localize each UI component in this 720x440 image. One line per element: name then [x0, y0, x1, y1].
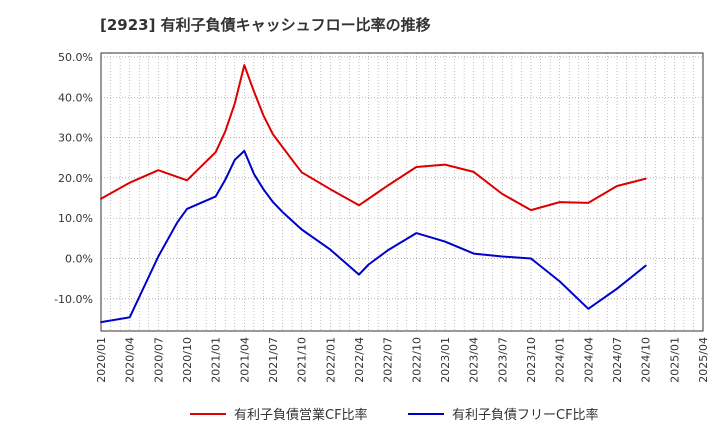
x-tick-label: 2024/04: [582, 337, 595, 383]
x-tick-label: 2023/04: [468, 337, 481, 383]
legend-line-1: [408, 412, 444, 415]
legend-label-1: 有利子負債フリーCF比率: [452, 408, 599, 423]
x-tick-label: 2021/07: [267, 337, 280, 383]
x-tick-label: 2025/01: [668, 337, 681, 383]
x-tick-label: 2023/01: [439, 337, 452, 383]
legend-item-1: 有利子負債フリーCF比率: [408, 404, 599, 423]
legend-label-0: 有利子負債営業CF比率: [234, 408, 368, 423]
y-tick-label: 0.0%: [65, 252, 93, 265]
series-line-0: [100, 64, 647, 212]
x-tick-label: 2020/07: [152, 337, 165, 383]
y-tick-label: 20.0%: [58, 172, 93, 185]
x-tick-label: 2023/10: [525, 337, 538, 383]
plot-area: [101, 53, 703, 331]
series-line-1: [100, 149, 647, 324]
y-tick-label: 40.0%: [58, 91, 93, 104]
x-tick-label: 2025/04: [697, 337, 710, 383]
x-tick-label: 2021/04: [238, 337, 251, 383]
x-tick-label: 2020/10: [181, 337, 194, 383]
legend-line-0: [190, 412, 226, 415]
legend-item-0: 有利子負債営業CF比率: [190, 404, 368, 423]
x-tick-label: 2023/07: [496, 337, 509, 383]
y-tick-label: 30.0%: [58, 132, 93, 145]
chart-title: [2923] 有利子負債キャッシュフロー比率の推移: [100, 16, 431, 34]
x-tick-label: 2024/07: [611, 337, 624, 383]
x-tick-label: 2022/04: [353, 337, 366, 383]
x-tick-label: 2022/01: [324, 337, 337, 383]
legend: 有利子負債営業CF比率 有利子負債フリーCF比率: [0, 404, 720, 426]
x-tick-label: 2020/04: [124, 337, 137, 383]
x-tick-label: 2021/01: [210, 337, 223, 383]
x-tick-label: 2022/10: [410, 337, 423, 383]
plot-border: [100, 52, 704, 332]
x-tick-label: 2021/10: [296, 337, 309, 383]
y-tick-label: 10.0%: [58, 212, 93, 225]
y-tick-label: 50.0%: [58, 51, 93, 64]
x-tick-label: 2024/01: [554, 337, 567, 383]
y-tick-label: -10.0%: [54, 293, 93, 306]
x-tick-label: 2020/01: [95, 337, 108, 383]
x-tick-label: 2022/07: [382, 337, 395, 383]
x-tick-label: 2024/10: [640, 337, 653, 383]
